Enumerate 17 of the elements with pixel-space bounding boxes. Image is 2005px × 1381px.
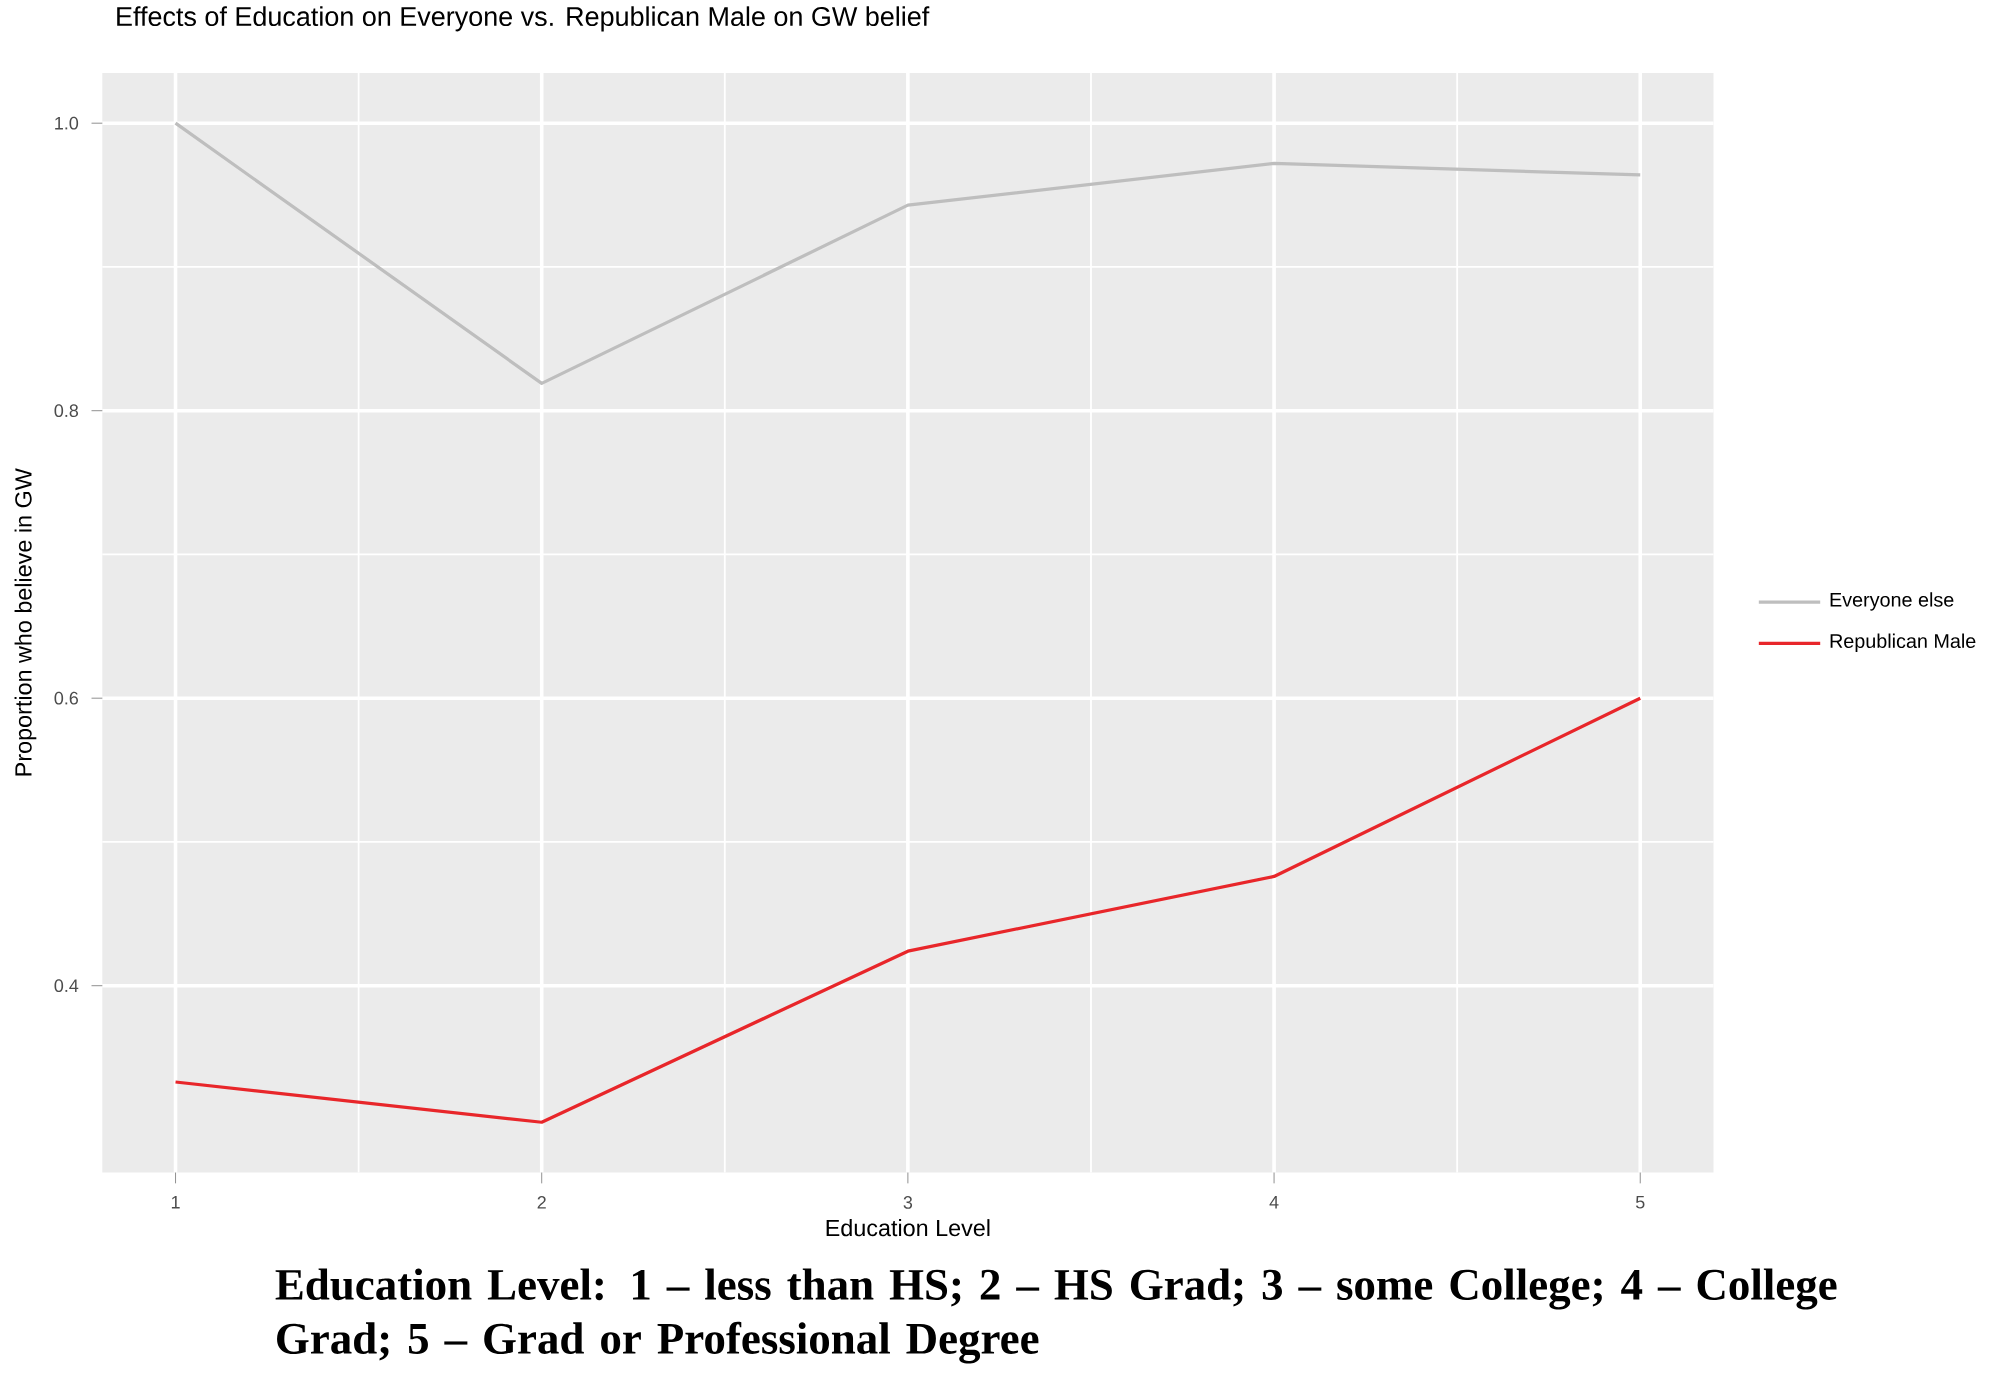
x-axis-title: Education Level (826, 1219, 990, 1237)
legend-label: Republican Male (1830, 633, 1976, 652)
y-tick-label: 0.4 (54, 979, 79, 993)
x-tick-label: 5 (1635, 1196, 1645, 1209)
y-tick-label: 0.6 (54, 691, 79, 705)
line-series (173, 696, 1642, 1124)
chart-title: Effects of Education on Everyone vs. Republican Male on GW belief (117, 6, 930, 32)
y-tick-label: 1.0 (55, 116, 79, 130)
x-tick-label: 4 (1269, 1196, 1279, 1209)
legend-label: Everyone else (1830, 592, 1954, 611)
y-tick-label: 0.8 (54, 404, 79, 418)
text: Education Level: 1 – less than HS; 2 – HS Grad; 3 – some College; 4 – College Grad; 5 – Grad or Professional Degree (275, 1268, 1837, 1364)
x-tick-label: 3 (903, 1196, 913, 1209)
y-axis-title: Proportion who believe in GW (14, 468, 37, 776)
x-tick-label: 1 (171, 1196, 180, 1209)
line-series (173, 121, 1642, 385)
x-tick-label: 2 (537, 1196, 546, 1209)
